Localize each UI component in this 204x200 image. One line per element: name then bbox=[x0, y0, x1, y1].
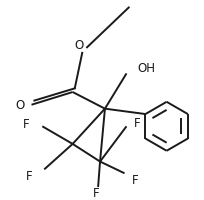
Text: F: F bbox=[131, 173, 138, 186]
Text: F: F bbox=[23, 117, 30, 130]
Text: O: O bbox=[15, 99, 24, 112]
Text: F: F bbox=[133, 116, 140, 129]
Text: O: O bbox=[74, 38, 84, 51]
Text: F: F bbox=[26, 169, 33, 182]
Text: F: F bbox=[92, 186, 99, 199]
Text: OH: OH bbox=[137, 62, 154, 75]
